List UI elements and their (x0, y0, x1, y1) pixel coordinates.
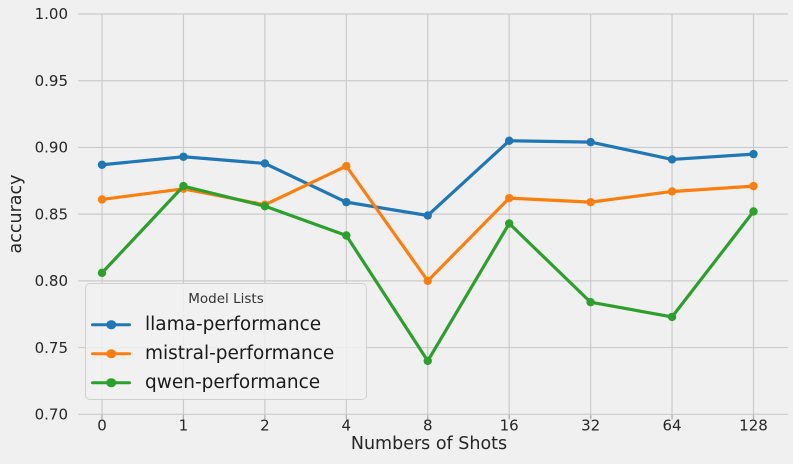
x-tick-label: 64 (663, 416, 682, 434)
y-tick-label: 0.80 (35, 272, 68, 290)
data-point-qwen-performance-2 (260, 201, 270, 211)
x-tick-label: 4 (342, 416, 352, 434)
legend-marker-icon (91, 368, 131, 397)
legend-marker-icon (91, 310, 131, 339)
data-point-mistral-performance-64 (667, 187, 677, 196)
data-point-llama-performance-0 (97, 160, 107, 169)
legend-title: Model Lists (188, 291, 264, 307)
legend-item-label: llama-performance (145, 314, 322, 335)
data-point-mistral-performance-16 (504, 193, 514, 203)
legend: Model Lists llama-performance mistral-per… (85, 283, 367, 400)
data-point-llama-performance-64 (667, 155, 677, 164)
data-point-llama-performance-8 (423, 211, 432, 220)
x-tick-label: 128 (739, 416, 768, 434)
legend-marker-icon (91, 339, 131, 368)
x-tick-label: 16 (500, 416, 519, 434)
legend-item-qwen-performance: qwen-performance (86, 368, 366, 397)
data-point-mistral-performance-32 (586, 197, 595, 207)
data-point-qwen-performance-1 (179, 181, 188, 191)
data-point-qwen-performance-4 (342, 231, 351, 240)
data-point-mistral-performance-0 (97, 195, 107, 204)
data-point-mistral-performance-128 (749, 181, 758, 191)
x-tick-label: 8 (423, 416, 433, 434)
y-tick-label: 0.75 (35, 339, 68, 357)
y-axis-label: accuracy (6, 174, 26, 254)
legend-item-label: qwen-performance (145, 372, 321, 393)
y-tick-label: 1.00 (35, 5, 68, 23)
legend-item-llama-performance: llama-performance (86, 310, 366, 339)
data-point-qwen-performance-8 (423, 356, 432, 366)
data-point-mistral-performance-8 (423, 276, 432, 286)
y-tick-label: 0.90 (35, 139, 68, 157)
legend-item-label: mistral-performance (145, 343, 335, 364)
x-tick-label: 2 (260, 416, 270, 434)
data-point-llama-performance-1 (179, 152, 188, 161)
data-point-llama-performance-2 (260, 159, 270, 168)
data-point-llama-performance-32 (586, 137, 595, 147)
data-point-llama-performance-4 (342, 197, 351, 207)
data-point-qwen-performance-0 (97, 268, 107, 278)
data-point-llama-performance-128 (749, 149, 758, 159)
data-point-llama-performance-16 (504, 136, 514, 145)
x-tick-label: 1 (179, 416, 189, 434)
y-tick-label: 0.70 (35, 406, 68, 424)
data-point-qwen-performance-128 (749, 207, 758, 216)
x-tick-label: 0 (97, 416, 107, 434)
data-point-qwen-performance-64 (667, 312, 677, 322)
data-point-qwen-performance-32 (586, 298, 595, 307)
x-axis-label: Numbers of Shots (350, 434, 508, 454)
x-tick-label: 32 (581, 416, 600, 434)
data-point-mistral-performance-4 (342, 161, 351, 171)
y-tick-label: 0.95 (35, 72, 68, 90)
legend-rows: llama-performance mistral-performance qwen… (86, 310, 366, 397)
data-point-qwen-performance-16 (504, 219, 514, 228)
legend-item-mistral-performance: mistral-performance (86, 339, 366, 368)
y-tick-label: 0.85 (35, 205, 68, 223)
